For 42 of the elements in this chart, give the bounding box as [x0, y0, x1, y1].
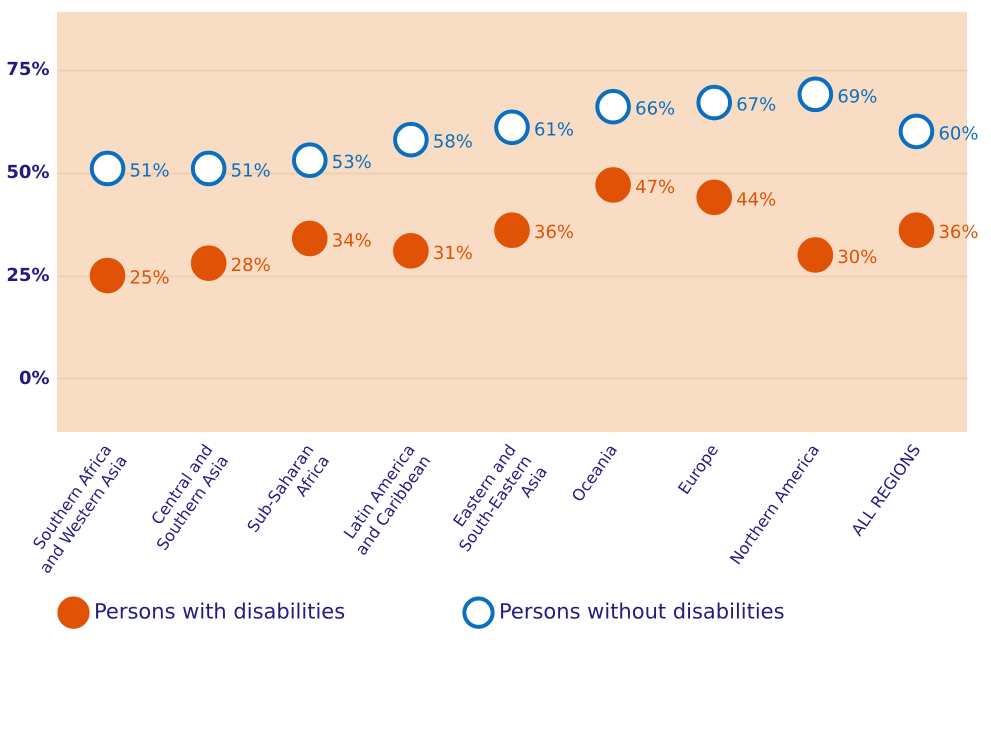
- data-label: 25%: [130, 268, 170, 289]
- data-label: 44%: [736, 189, 776, 210]
- point: [292, 142, 328, 178]
- data-label: 34%: [332, 230, 372, 252]
- data-label: 67%: [736, 94, 776, 116]
- data-label: 51%: [130, 160, 170, 182]
- data-label: 36%: [534, 222, 574, 244]
- data-label: 61%: [534, 119, 574, 140]
- data-label: 47%: [635, 176, 676, 198]
- data-label: 36%: [938, 222, 978, 244]
- data-label: 30%: [837, 246, 878, 268]
- data-label: 69%: [837, 86, 878, 108]
- data-label: 28%: [230, 255, 271, 276]
- data-label: 31%: [432, 242, 473, 264]
- legend-label: Persons without disabilities: [499, 600, 785, 624]
- legend-label: Persons with disabilities: [94, 600, 346, 624]
- data-label: 51%: [230, 160, 271, 182]
- point: [696, 180, 732, 216]
- point: [696, 84, 732, 120]
- data-label: 58%: [432, 132, 473, 153]
- point: [798, 237, 834, 273]
- point: [190, 150, 226, 186]
- point: [190, 245, 226, 281]
- point: [292, 220, 328, 256]
- point: [898, 212, 934, 248]
- data-label: 60%: [938, 123, 978, 144]
- data-label: 53%: [332, 152, 372, 174]
- point: [898, 114, 934, 150]
- data-label: 66%: [635, 98, 676, 120]
- y-tick-label: 0%: [18, 368, 50, 389]
- y-tick-label: 75%: [6, 59, 50, 80]
- point: [798, 76, 834, 112]
- point: [494, 110, 530, 146]
- point: [595, 88, 631, 124]
- point: [90, 258, 126, 294]
- y-tick-label: 25%: [6, 265, 50, 286]
- point: [393, 122, 429, 158]
- y-tick-label: 50%: [6, 162, 50, 184]
- point: [494, 212, 530, 248]
- point: [90, 150, 126, 186]
- point: [595, 167, 631, 203]
- point: [393, 233, 429, 269]
